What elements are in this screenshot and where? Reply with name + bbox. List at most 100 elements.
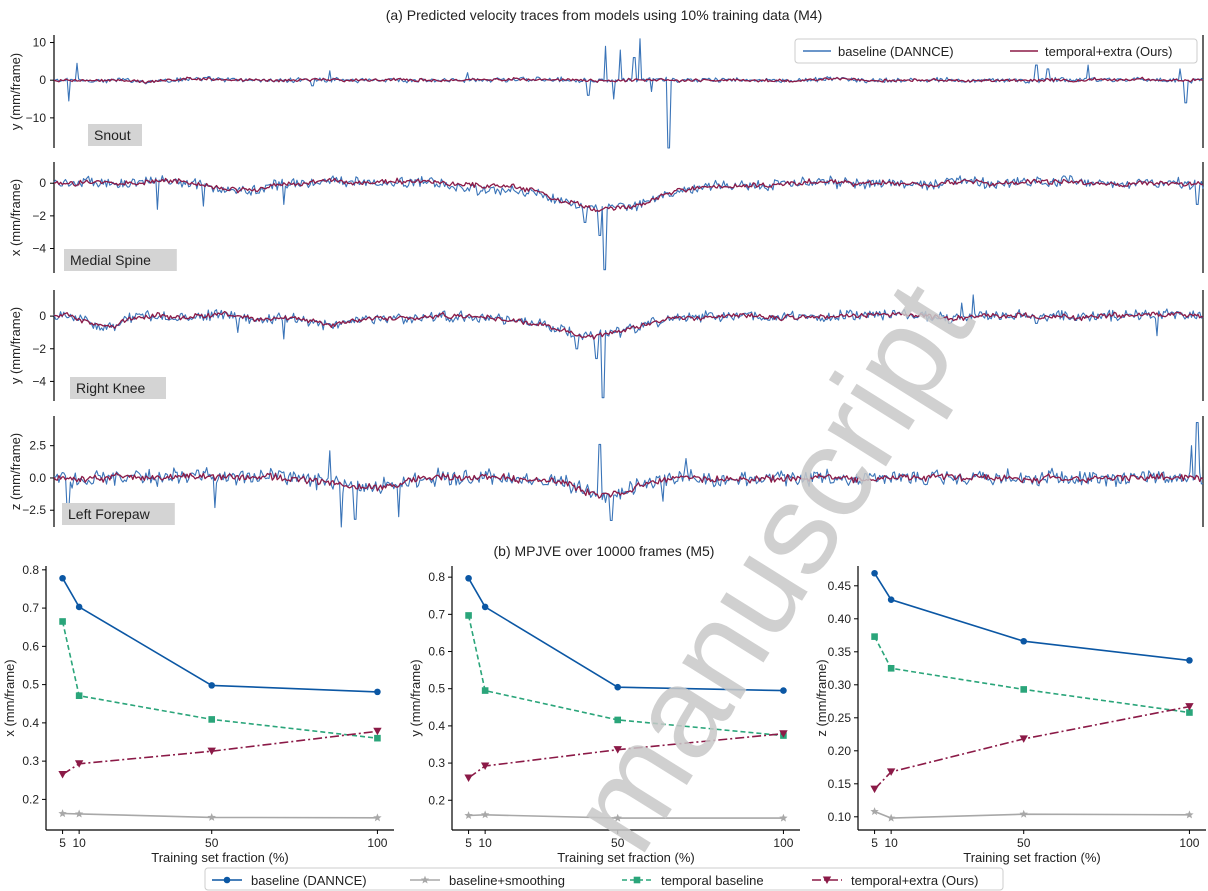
- y-tick-label: 0.2: [428, 793, 445, 807]
- marker-star: [886, 813, 896, 822]
- x-axis-label: Training set fraction (%): [963, 850, 1101, 865]
- marker-triangle-down: [464, 774, 473, 782]
- y-tick-label: 0.40: [828, 612, 852, 626]
- marker-triangle-down: [74, 760, 84, 768]
- series-line: [874, 810, 1190, 819]
- y-tick-label: 0.25: [828, 711, 852, 725]
- y-tick-label: 0.45: [828, 579, 852, 593]
- marker-circle: [75, 603, 83, 611]
- y-tick-label: 0.3: [428, 756, 445, 770]
- series-line: [873, 572, 1190, 662]
- y-axis-label: y (mm/frame): [8, 307, 23, 384]
- watermark: manuscript: [540, 258, 1001, 875]
- bottom-legend: baseline (DANNCE) baseline+smoothing tempo…: [204, 867, 1004, 891]
- y-tick-label: 0.3: [22, 754, 39, 768]
- trace-label-right-knee: Right Knee: [70, 377, 166, 399]
- y-tick-label: 0: [39, 73, 46, 87]
- marker-star: [74, 809, 84, 818]
- x-tick-label: 5: [871, 836, 878, 850]
- x-tick-label: 5: [59, 836, 66, 850]
- series-temporal-baseline: [871, 633, 1193, 716]
- x-tick-label: 100: [1179, 836, 1199, 850]
- series-line: [61, 621, 378, 739]
- trace-label-text: Left Forepaw: [68, 506, 151, 522]
- marker-square: [614, 716, 622, 724]
- x-tick-label: 10: [478, 836, 492, 850]
- marker-star: [464, 811, 473, 820]
- marker-star: [870, 807, 879, 816]
- y-tick-label: −2: [32, 209, 46, 223]
- series-baseline-dannce-: [465, 574, 787, 694]
- legend-box: [794, 38, 1198, 64]
- series-line: [468, 732, 784, 779]
- y-tick-label: 2.5: [29, 439, 46, 453]
- trace-panel-medial-spine: −4 −2 0 x (mm/frame) Medial Spine: [8, 162, 1204, 273]
- trace-panel-right-knee: −4 −2 0 y (mm/frame) Right Knee: [8, 290, 1204, 401]
- trace-baseline-dannce-: [53, 294, 1204, 399]
- y-tick-label: 0.8: [428, 570, 445, 584]
- y-tick-label: −2.5: [22, 503, 46, 517]
- trace-label-box: [70, 377, 166, 399]
- x-tick-label: 50: [205, 836, 219, 850]
- marker-circle: [59, 574, 66, 582]
- marker-triangle-down: [207, 747, 216, 756]
- marker-square: [465, 612, 472, 619]
- x-tick-label: 100: [773, 836, 793, 850]
- y-tick-label: 0.6: [428, 645, 445, 659]
- marker-star: [480, 810, 490, 819]
- trace-temporal-extra-ours-: [53, 76, 1203, 84]
- series-baseline-smoothing: [58, 809, 382, 822]
- y-tick-label: 0.30: [828, 678, 852, 692]
- marker-square: [1020, 686, 1028, 693]
- trace-label-text: Medial Spine: [70, 252, 151, 268]
- marker-square: [633, 876, 641, 884]
- series-line: [873, 636, 1190, 714]
- trace-temporal-extra-ours-: [54, 177, 1204, 213]
- y-tick-label: 0.4: [428, 719, 445, 733]
- marker-star: [613, 813, 622, 822]
- marker-star: [207, 812, 216, 821]
- y-tick-label: 0.6: [22, 639, 39, 653]
- y-tick-label: 0.7: [22, 601, 39, 615]
- y-tick-label: −10: [26, 111, 47, 125]
- y-tick-label: 0: [39, 176, 46, 190]
- marker-circle: [223, 876, 231, 884]
- marker-square: [887, 665, 895, 672]
- marker-triangle-down: [886, 768, 896, 776]
- mpjve-z: 0.10 0.15 0.20 0.25 0.30 0.35 0.40 0.45 5 10 50 100…: [814, 566, 1206, 865]
- series-line: [61, 577, 378, 693]
- series-line: [62, 812, 378, 819]
- marker-star: [58, 809, 67, 818]
- trace-panel-snout: −10 0 10 y (mm/frame) Snout baseline (DANNCE)…: [8, 35, 1204, 149]
- marker-circle: [1186, 657, 1193, 664]
- x-tick-label: 10: [72, 836, 86, 850]
- y-axis-label: x (mm/frame): [8, 179, 23, 256]
- y-axis-label: x (mm/frame): [2, 659, 17, 736]
- trace-baseline-dannce-: [53, 421, 1204, 528]
- series-baseline-smoothing: [464, 810, 788, 822]
- marker-square: [208, 716, 216, 723]
- marker-star: [779, 813, 788, 822]
- y-tick-label: 0.10: [828, 810, 852, 824]
- x-tick-label: 5: [465, 836, 472, 850]
- marker-triangle-down: [613, 746, 622, 754]
- series-line: [468, 813, 784, 819]
- series-line: [62, 730, 378, 776]
- y-axis-label: z (mm/frame): [814, 659, 829, 736]
- marker-triangle-down: [58, 771, 67, 779]
- velocity-traces: −10 0 10 y (mm/frame) Snout baseline (DANNCE)…: [8, 35, 1204, 528]
- marker-square: [374, 734, 381, 742]
- y-tick-label: 0.15: [828, 777, 852, 791]
- legend-label: baseline (DANNCE): [251, 873, 367, 888]
- y-tick-label: −4: [32, 242, 46, 256]
- trace-temporal-extra-ours-: [53, 472, 1204, 499]
- y-tick-label: −4: [32, 374, 46, 388]
- marker-square: [871, 633, 878, 640]
- series-baseline-dannce-: [871, 569, 1193, 664]
- legend-entry-baseline-smoothing: baseline+smoothing: [410, 873, 565, 888]
- trace-legend: baseline (DANNCE) temporal+extra (Ours): [794, 38, 1198, 64]
- trace-label-text: Snout: [94, 127, 131, 143]
- marker-circle: [1020, 637, 1028, 645]
- series-line: [467, 577, 784, 692]
